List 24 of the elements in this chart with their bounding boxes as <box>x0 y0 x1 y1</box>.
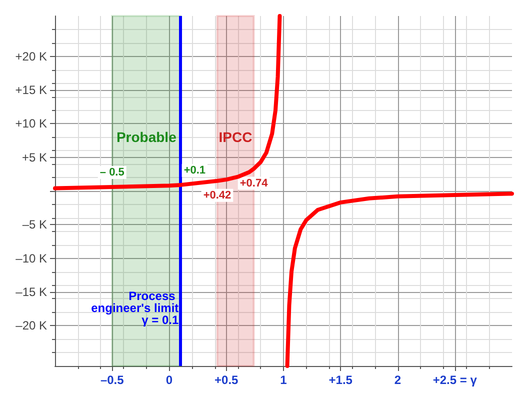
line-series <box>285 192 514 368</box>
x-tick-label: +1.5 <box>328 373 353 387</box>
annotation: – 0.5 <box>100 166 124 178</box>
x-tick-label: +2.5 = γ <box>432 373 478 387</box>
y-tick-label: –10 K <box>16 251 47 266</box>
band-label: Probable <box>116 129 177 145</box>
y-tick-label: +15 K <box>15 83 47 98</box>
y-tick-label: +20 K <box>15 49 47 64</box>
x-tick-label: +0.5 <box>214 373 239 387</box>
annotation: +0.74 <box>240 177 269 190</box>
annotation: +0.42 <box>203 189 232 202</box>
y-tick-label: –20 K <box>16 318 47 333</box>
x-tick-label: 1 <box>280 373 288 387</box>
y-tick-label: –5 K <box>22 218 47 232</box>
y-tick-label: –15 K <box>16 284 47 299</box>
x-tick-label: –0.5 <box>100 373 124 387</box>
annotation: +0.1 <box>184 164 206 176</box>
band-label: IPCC <box>218 129 252 145</box>
x-tick-label: 2 <box>394 373 402 387</box>
x-tick-label: 0 <box>166 373 173 387</box>
line-series <box>53 14 282 190</box>
y-tick-label: +10 K <box>15 116 47 131</box>
ref-line-label: Process engineer's limit γ = 0.1 <box>91 289 179 327</box>
y-tick-label: +5 K <box>22 150 47 164</box>
